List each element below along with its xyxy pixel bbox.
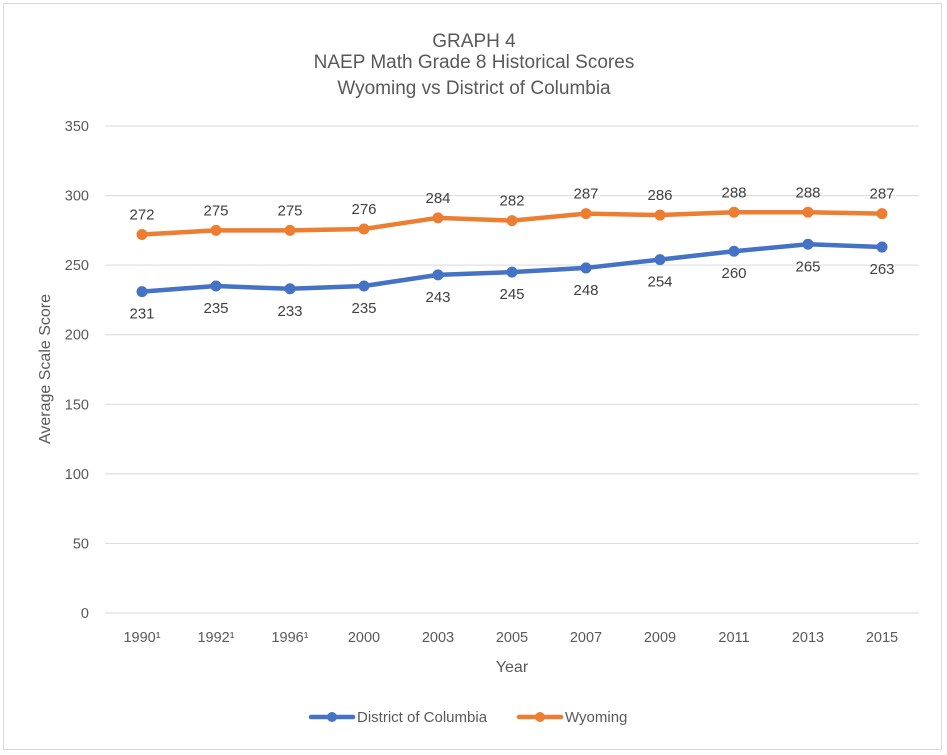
x-tick-label: 2009 [644,630,676,646]
data-label-district-of-columbia: 231 [129,306,154,323]
x-axis-title: Year [496,659,529,676]
x-tick-label: 2000 [348,630,380,646]
chart-title-line-2: NAEP Math Grade 8 Historical Scores [314,52,635,73]
data-point-district-of-columbia [802,238,814,250]
data-point-wyoming [802,206,814,218]
y-tick-label: 300 [65,189,89,205]
series-layer [136,206,888,298]
legend-label: Wyoming [565,709,627,726]
data-point-wyoming [876,208,888,220]
data-label-district-of-columbia: 263 [869,261,894,278]
data-label-wyoming: 275 [277,202,302,219]
x-tick-label: 2013 [792,630,824,646]
y-tick-label: 350 [65,119,89,135]
data-label-wyoming: 287 [869,186,894,203]
gridlines [105,125,919,614]
legend-swatch-marker [535,712,545,722]
data-label-district-of-columbia: 245 [499,286,524,303]
x-tick-label: 1996¹ [271,630,308,646]
data-point-wyoming [728,206,740,218]
x-tick-label: 2005 [496,630,528,646]
y-tick-label: 50 [73,536,89,552]
data-labels: 231 235 233 235 243 245 248 254 260 265 263 272 275 2… [129,184,894,322]
y-tick-label: 100 [65,467,89,483]
legend-swatch-marker [327,712,337,722]
data-label-wyoming: 275 [203,202,228,219]
x-tick-label: 2007 [570,630,602,646]
x-tick-label: 2003 [422,630,454,646]
data-label-district-of-columbia: 235 [203,300,228,317]
data-label-wyoming: 288 [721,184,746,201]
chart-frame [3,3,942,750]
data-point-wyoming [358,223,370,235]
legend: District of Columbia Wyoming [308,709,627,726]
data-point-district-of-columbia [284,283,296,295]
chart-title-line-1: GRAPH 4 [432,31,516,52]
data-point-wyoming [210,224,222,236]
data-point-wyoming [284,224,296,236]
x-axis-ticks: 1990¹ 1992¹ 1996¹ 2000 2003 2005 2007 2009 2011 2… [123,630,898,646]
chart-title: GRAPH 4 NAEP Math Grade 8 Historical Sco… [314,31,635,99]
data-label-district-of-columbia: 254 [647,274,672,291]
x-tick-label: 1992¹ [197,630,234,646]
x-tick-label: 1990¹ [123,630,160,646]
data-point-wyoming [136,229,148,241]
x-tick-label: 2015 [866,630,898,646]
data-point-wyoming [580,208,592,220]
y-axis-title: Average Scale Score [37,294,54,444]
series-district-of-columbia [136,238,888,298]
chart-title-line-3: Wyoming vs District of Columbia [337,78,611,99]
data-point-district-of-columbia [728,245,740,257]
legend-label: District of Columbia [357,709,488,726]
legend-item-district-of-columbia: District of Columbia [308,709,488,726]
data-point-district-of-columbia [136,286,148,298]
data-point-wyoming [432,212,444,224]
x-tick-label: 2011 [718,630,749,646]
y-tick-label: 0 [81,606,89,622]
data-label-wyoming: 282 [499,193,524,210]
data-label-wyoming: 288 [795,184,820,201]
data-point-district-of-columbia [432,269,444,281]
data-label-district-of-columbia: 235 [351,300,376,317]
data-label-wyoming: 284 [425,190,450,207]
data-point-district-of-columbia [210,280,222,292]
y-tick-label: 200 [65,328,89,344]
data-point-district-of-columbia [876,241,888,253]
y-axis-ticks: 0 50 100 150 200 250 300 350 [65,119,89,622]
y-tick-label: 150 [65,397,89,413]
y-tick-label: 250 [65,258,89,274]
data-point-district-of-columbia [580,262,592,274]
legend-item-wyoming: Wyoming [516,709,627,726]
data-label-wyoming: 287 [573,186,598,203]
data-point-district-of-columbia [358,280,370,292]
data-label-district-of-columbia: 260 [721,265,746,282]
data-point-wyoming [506,215,518,227]
series-wyoming [136,206,888,241]
data-label-wyoming: 272 [129,207,154,224]
data-label-district-of-columbia: 243 [425,289,450,306]
data-label-wyoming: 286 [647,187,672,204]
data-label-district-of-columbia: 265 [795,258,820,275]
data-label-district-of-columbia: 233 [277,303,302,320]
data-point-district-of-columbia [654,254,666,266]
data-label-district-of-columbia: 248 [573,282,598,299]
data-point-wyoming [654,209,666,221]
data-label-wyoming: 276 [351,201,376,218]
data-point-district-of-columbia [506,266,518,278]
